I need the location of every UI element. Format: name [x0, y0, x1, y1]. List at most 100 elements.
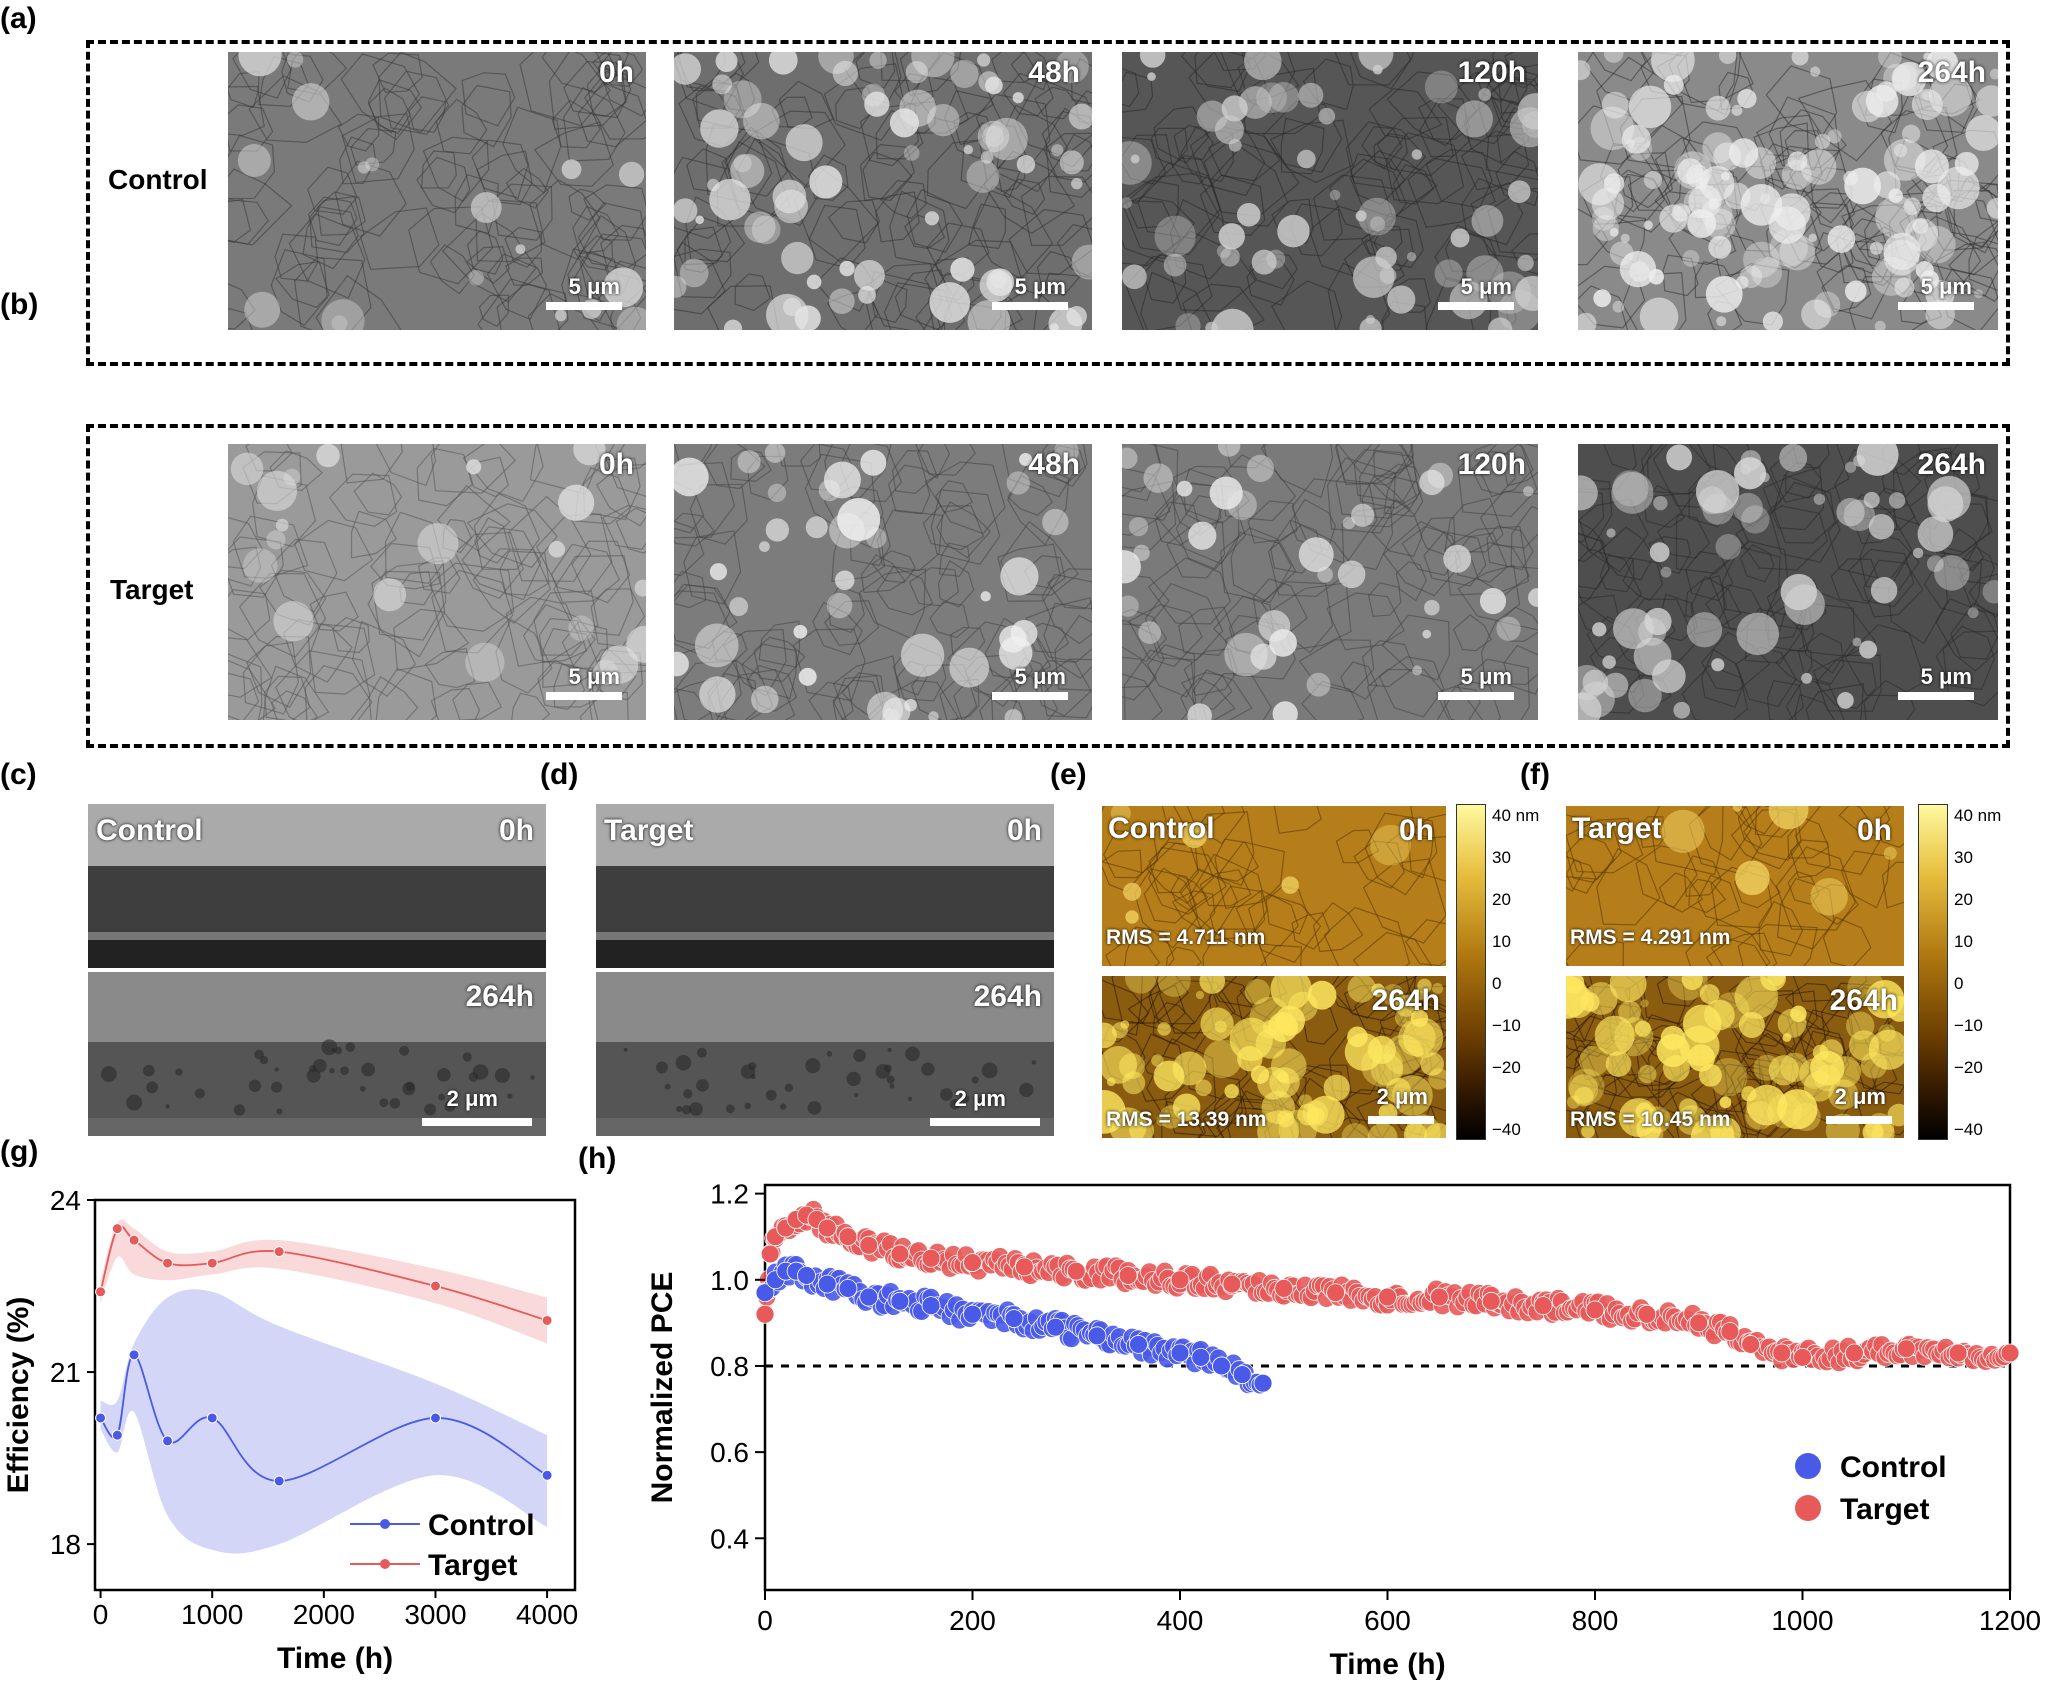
scale-bar-label: 5 μm — [568, 274, 620, 299]
row-label-control: Control — [108, 164, 208, 195]
point-control — [206, 1412, 218, 1424]
point-target — [859, 1235, 879, 1255]
point-target — [429, 1280, 441, 1292]
point-target — [128, 1234, 140, 1246]
point-target — [1533, 1296, 1553, 1316]
colorbar-tick: 40 nm — [1492, 806, 1540, 825]
time-label: 0h — [598, 56, 634, 89]
time-label: 0h — [1398, 814, 1434, 847]
colorbar-tick: −10 — [1954, 1016, 1983, 1035]
cross-section-target-top: Target 0h — [596, 804, 1054, 968]
scale-bar — [1898, 302, 1974, 310]
scale-bar-label: 5 μm — [1014, 664, 1066, 689]
panel-label-f: (f) — [1520, 758, 1550, 791]
legend-target: Target — [1840, 1493, 1929, 1526]
normalized-pce-chart: 0 200 400 600 800 1000 1200 0.4 0.6 0.8 1.0 1.2 Time… — [646, 1179, 2041, 1681]
legend-target: Target — [428, 1549, 517, 1582]
y-tick-label: 18 — [50, 1529, 81, 1560]
point-target — [1378, 1287, 1397, 1307]
scale-bar — [1438, 692, 1514, 700]
x-axis-label: Time (h) — [277, 1642, 393, 1675]
point-target — [1720, 1322, 1740, 1341]
sem-image-target-0h: 0h 5 μm — [228, 444, 646, 720]
point-control — [128, 1349, 140, 1361]
afm-control-top: Control 0h RMS = 4.711 nm — [1102, 806, 1446, 966]
colorbar-control — [1456, 804, 1486, 1140]
time-label: 48h — [1028, 448, 1080, 481]
x-axis-label: Time (h) — [1329, 1648, 1445, 1681]
point-control — [273, 1475, 285, 1487]
time-label: 0h — [1006, 814, 1042, 847]
point-control — [1087, 1326, 1107, 1346]
point-control — [162, 1435, 174, 1447]
point-target — [541, 1314, 553, 1326]
colorbar-tick: −20 — [1492, 1058, 1521, 1077]
colorbar-tick: −20 — [1954, 1058, 1983, 1077]
rms-label: RMS = 10.45 nm — [1570, 1108, 1731, 1131]
point-target — [1772, 1343, 1792, 1363]
cross-section-target-bottom: 264h 2 μm — [596, 972, 1054, 1136]
time-label: 264h — [1829, 984, 1898, 1017]
sample-label: Control — [1108, 812, 1215, 845]
scale-bar-label: 5 μm — [1460, 274, 1512, 299]
afm-target-top: Target 0h RMS = 4.291 nm — [1566, 806, 1904, 966]
point-target — [1637, 1304, 1657, 1324]
x-tick-label: 4000 — [516, 1599, 578, 1630]
x-tick-label: 0 — [757, 1605, 773, 1636]
y-tick-label: 1.2 — [710, 1179, 749, 1210]
sem-image-control-120h: 120h 5 μm — [1122, 52, 1538, 330]
sem-image-target-120h: 120h 5 μm — [1122, 444, 1538, 720]
point-target — [760, 1244, 780, 1264]
panel-label-a: (a) — [0, 2, 37, 35]
x-tick-label: 1000 — [181, 1599, 243, 1630]
point-target — [162, 1257, 174, 1269]
panel-label-h: (h) — [578, 1142, 617, 1175]
colorbar-tick: 30 — [1954, 848, 1973, 867]
point-control — [429, 1412, 441, 1424]
scale-bar-label: 2 μm — [446, 1086, 498, 1111]
y-tick-label: 0.4 — [710, 1523, 749, 1554]
point-target — [1274, 1279, 1294, 1298]
colorbar-tick: 30 — [1492, 848, 1511, 867]
colorbar-target — [1918, 804, 1948, 1140]
x-tick-label: 2000 — [293, 1599, 355, 1630]
point-control — [921, 1296, 941, 1316]
y-tick-label: 1.0 — [710, 1265, 749, 1296]
x-tick-label: 1000 — [1771, 1605, 1833, 1636]
point-target — [1014, 1257, 1034, 1277]
point-target — [1741, 1335, 1761, 1354]
point-target — [838, 1227, 858, 1247]
cross-section-control-top: Control 0h — [88, 804, 546, 968]
legend-control: Control — [1840, 1451, 1947, 1484]
point-target — [817, 1218, 837, 1238]
legend-marker — [380, 1519, 390, 1529]
point-control — [859, 1287, 879, 1307]
point-control — [1129, 1335, 1148, 1354]
time-label: 0h — [498, 814, 534, 847]
panel-label-e: (e) — [1050, 758, 1087, 791]
point-control — [1232, 1365, 1252, 1384]
scale-bar-label: 5 μm — [568, 664, 620, 689]
x-tick-label: 3000 — [404, 1599, 466, 1630]
point-control — [1212, 1356, 1231, 1376]
point-target — [95, 1286, 107, 1298]
efficiency-chart: 0 1000 2000 3000 4000 18 21 24 Time (h) Efficienc… — [2, 1185, 578, 1675]
colorbar-tick: 0 — [1954, 974, 1964, 993]
scale-bar-label: 2 μm — [1376, 1084, 1428, 1109]
scale-bar-label: 2 μm — [954, 1086, 1006, 1111]
y-tick-label: 0.8 — [710, 1351, 749, 1382]
y-tick-label: 0.6 — [710, 1437, 749, 1468]
point-target — [111, 1223, 123, 1235]
colorbar-tick: 40 nm — [1954, 806, 2002, 825]
time-label: 264h — [465, 980, 534, 1013]
colorbar-tick: 10 — [1954, 932, 1973, 951]
point-control — [755, 1283, 775, 1303]
panel-label-d: (d) — [540, 758, 579, 791]
point-target — [1118, 1266, 1138, 1285]
scale-bar — [992, 302, 1068, 310]
scale-bar — [1898, 692, 1974, 700]
point-control — [1046, 1317, 1065, 1337]
point-target — [2000, 1343, 2020, 1363]
point-control — [797, 1266, 816, 1285]
point-target — [1222, 1274, 1242, 1294]
